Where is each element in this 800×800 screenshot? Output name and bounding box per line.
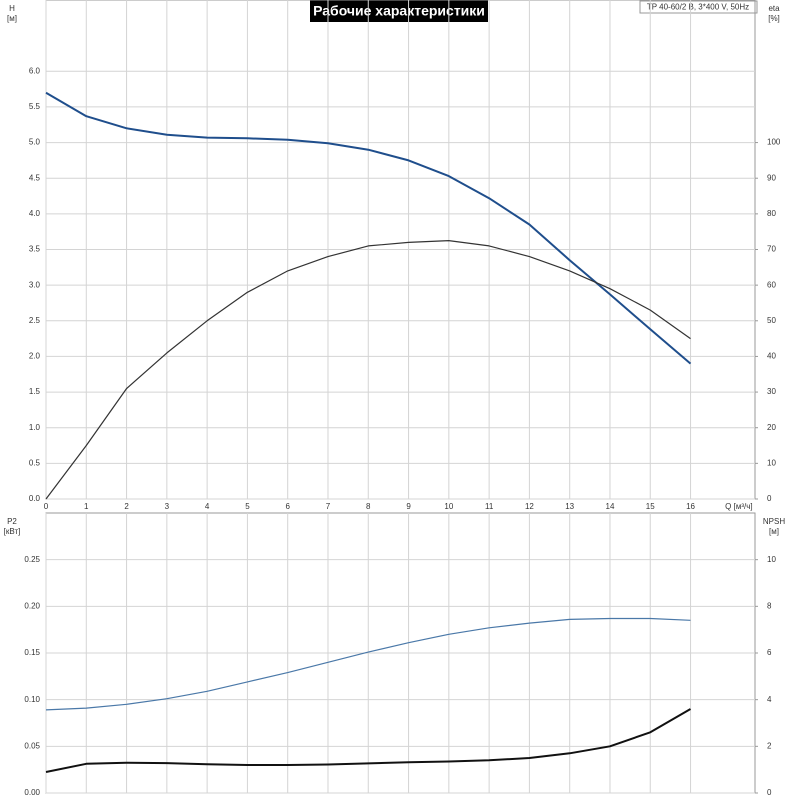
y-tick-label: 1.0 <box>29 423 41 432</box>
x-tick-label: 11 <box>485 502 494 511</box>
y-tick-label: 0.0 <box>29 494 41 503</box>
y-tick-label: 0.15 <box>24 648 40 657</box>
y2-tick-label: 60 <box>767 280 776 289</box>
y-tick-label: 3.0 <box>29 280 41 289</box>
series-line <box>45 617 691 711</box>
y2-tick-label: 2 <box>767 741 772 750</box>
x-tick-label: 13 <box>565 502 574 511</box>
y2-tick-label: 50 <box>767 316 776 325</box>
y-tick-label: 0.00 <box>24 788 40 797</box>
y2-tick-label: 10 <box>767 458 776 467</box>
series-line <box>45 708 692 773</box>
y2-tick-label: 6 <box>767 648 772 657</box>
y2-tick-label: 0 <box>767 494 772 503</box>
y-tick-label: 4.0 <box>29 209 41 218</box>
y-axis-unit: [м] <box>7 14 17 23</box>
x-tick-label: 1 <box>84 502 89 511</box>
x-axis-label: Q [м³/ч] <box>725 502 752 511</box>
y-tick-label: 2.5 <box>29 316 41 325</box>
x-tick-label: 16 <box>686 502 695 511</box>
y2-tick-label: 40 <box>767 352 776 361</box>
y2-tick-label: 90 <box>767 173 776 182</box>
y-tick-label: 0.05 <box>24 741 40 750</box>
x-tick-label: 10 <box>444 502 453 511</box>
y2-tick-label: 20 <box>767 423 776 432</box>
y-tick-label: 0.5 <box>29 458 41 467</box>
y-tick-label: 0.25 <box>24 555 40 564</box>
chart-subtitle: TP 40-60/2 B, 3*400 V, 50Hz <box>647 3 749 12</box>
y-tick-label: 6.0 <box>29 66 41 75</box>
y-tick-label: 2.0 <box>29 352 41 361</box>
y2-axis-label: NPSH <box>763 517 785 526</box>
y-axis-label: P2 <box>7 517 17 526</box>
x-tick-label: 14 <box>606 502 615 511</box>
y2-tick-label: 0 <box>767 788 772 797</box>
x-tick-label: 12 <box>525 502 534 511</box>
y2-tick-label: 100 <box>767 138 781 147</box>
y2-axis-unit: [%] <box>768 14 780 23</box>
title-box <box>310 0 488 22</box>
x-tick-label: 4 <box>205 502 210 511</box>
y2-tick-label: 10 <box>767 555 776 564</box>
y2-tick-label: 80 <box>767 209 776 218</box>
series-line <box>45 240 691 500</box>
x-tick-label: 3 <box>165 502 170 511</box>
y2-tick-label: 4 <box>767 695 772 704</box>
y2-tick-label: 70 <box>767 245 776 254</box>
y-tick-label: 5.0 <box>29 138 41 147</box>
y2-tick-label: 8 <box>767 601 772 610</box>
x-tick-label: 15 <box>646 502 655 511</box>
y-tick-label: 5.5 <box>29 102 41 111</box>
x-tick-label: 6 <box>285 502 290 511</box>
x-tick-label: 2 <box>124 502 129 511</box>
x-tick-label: 8 <box>366 502 371 511</box>
y-tick-label: 1.5 <box>29 387 41 396</box>
y-tick-label: 4.5 <box>29 173 41 182</box>
y2-axis-unit: [м] <box>769 527 779 536</box>
y-tick-label: 0.20 <box>24 601 40 610</box>
y-axis-unit: [кВт] <box>4 527 21 536</box>
y-axis-label: H <box>9 4 15 13</box>
subtitle-box <box>639 0 758 14</box>
x-tick-label: 9 <box>406 502 411 511</box>
x-tick-label: 7 <box>326 502 331 511</box>
y-tick-label: 3.5 <box>29 245 41 254</box>
series-line <box>45 91 692 365</box>
x-tick-label: 0 <box>44 502 49 511</box>
y2-axis-label: eta <box>768 4 780 13</box>
chart-title: Рабочие характеристики <box>313 3 485 19</box>
x-tick-label: 5 <box>245 502 250 511</box>
y-tick-label: 0.10 <box>24 695 40 704</box>
y2-tick-label: 30 <box>767 387 776 396</box>
